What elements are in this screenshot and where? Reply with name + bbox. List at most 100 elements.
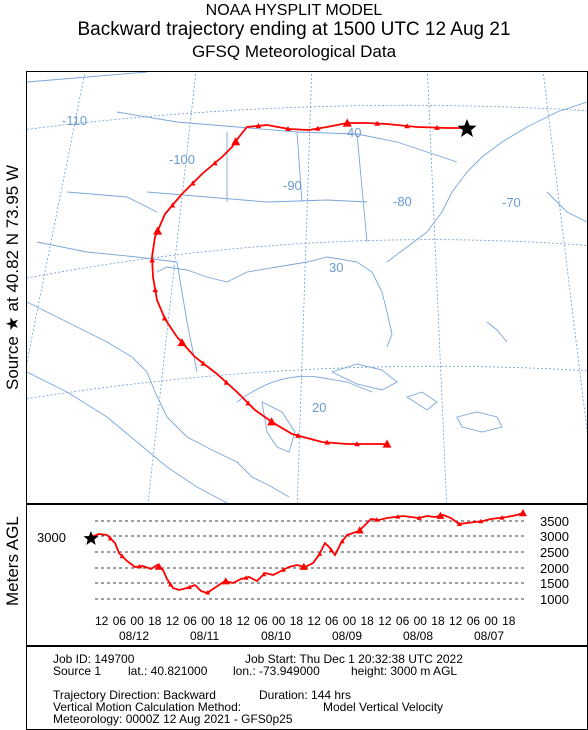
vertical-method: Vertical Motion Calculation Method: (53, 700, 242, 714)
hour-tick-label: 12 (237, 614, 251, 628)
job-start: Job Start: Thu Dec 1 20:32:38 UTC 2022 (245, 652, 463, 666)
height-profile-marker (339, 538, 345, 544)
hour-tick-label: 06 (254, 614, 268, 628)
y-tick-3000: 3000 (540, 529, 569, 544)
hour-tick-label: 18 (502, 614, 516, 628)
profile-star-icon (83, 531, 99, 545)
hour-tick-label: 18 (431, 614, 445, 628)
duration: Duration: 144 hrs (259, 688, 352, 702)
trajectory-marker (153, 226, 163, 235)
height-profile-marker (519, 509, 527, 517)
height-profile-marker (154, 562, 163, 570)
trajectory-marker (315, 125, 321, 131)
hour-tick-label: 18 (290, 614, 304, 628)
height-profile-marker (186, 584, 192, 590)
hour-tick-label: 12 (378, 614, 392, 628)
job-id: Job ID: 149700 (53, 652, 135, 666)
trajectory-marker (295, 432, 301, 438)
lon-label-70: -70 (502, 195, 521, 210)
trajectory-marker (285, 126, 291, 132)
hour-tick-label: 06 (113, 614, 127, 628)
hour-tick-label: 00 (414, 614, 428, 628)
height-profile-marker (436, 511, 445, 519)
title-meteorology: GFSQ Meteorological Data (191, 42, 397, 61)
y-tick-1000: 1000 (540, 592, 569, 607)
height-profile-marker (328, 547, 334, 553)
y-tick-2000: 2000 (540, 561, 569, 576)
lon-label-80: -80 (393, 194, 412, 209)
hour-tick-label: 12 (166, 614, 180, 628)
trajectory-marker (382, 439, 392, 448)
hour-tick-label: 18 (361, 614, 375, 628)
trajectory-markers (149, 118, 472, 448)
date-tick-label: 08/07 (474, 629, 504, 643)
hour-tick-labels: 12 06 00 18 12 06 00 18 12 06 00 18 12 06 00 18 12 06 00 18… (95, 614, 516, 628)
height-profile-marker (119, 553, 125, 559)
y-tick-3500: 3500 (540, 514, 569, 529)
trajectory-marker (354, 441, 360, 447)
height-profile-marker (243, 575, 249, 580)
trajectory-marker (152, 287, 159, 293)
date-tick-label: 08/12 (119, 629, 149, 643)
height-profile-marker (280, 567, 286, 572)
date-tick-label: 08/11 (190, 629, 219, 643)
trajectory-map: -110 -100 -90 -80 -70 40 30 20 (27, 72, 587, 503)
trajectory-direction: Trajectory Direction: Backward (53, 688, 216, 702)
source-lat: lat.: 40.821000 (128, 664, 208, 678)
height-profile-marker (261, 571, 267, 577)
trajectory-marker (255, 123, 262, 129)
map-panel: -110 -100 -90 -80 -70 40 30 20 (26, 71, 588, 504)
star-icon (457, 119, 477, 137)
date-tick-label: 08/09 (332, 629, 362, 643)
height-profile-panel: 3500 3000 2500 2000 1500 1000 3000 12 06 0… (26, 504, 588, 646)
height-profile-marker (478, 518, 484, 524)
lat-label-30: 30 (329, 260, 343, 275)
height-profile-marker (317, 551, 323, 556)
trajectory-marker (434, 124, 440, 130)
height-profile-chart: 3500 3000 2500 2000 1500 1000 3000 12 06 0… (37, 509, 569, 643)
lon-label-100: -100 (169, 152, 195, 167)
start-height-label: 3000 (37, 530, 66, 545)
height-profile-marker (499, 515, 505, 520)
hour-tick-label: 00 (201, 614, 215, 628)
hour-tick-label: 06 (325, 614, 339, 628)
height-profile-marker (168, 581, 174, 587)
date-tick-labels: 08/12 08/11 08/10 08/09 08/08 08/07 (119, 629, 504, 643)
height-gridlines (95, 520, 525, 600)
height-profile-marker (205, 590, 211, 595)
hour-tick-label: 06 (184, 614, 198, 628)
coastlines (27, 72, 587, 503)
y-tick-2500: 2500 (540, 545, 569, 560)
hour-tick-label: 00 (130, 614, 144, 628)
lat-label-40: 40 (347, 125, 361, 140)
hour-tick-label: 12 (95, 614, 109, 628)
height-profile-marker (395, 514, 401, 519)
hour-tick-label: 12 (307, 614, 321, 628)
height-profile-marker (355, 526, 364, 534)
trajectory-marker (200, 360, 207, 366)
height-profile-marker (299, 562, 308, 570)
date-tick-label: 08/08 (403, 629, 433, 643)
meters-agl-label: Meters AGL (3, 516, 22, 606)
longitude-gridlines (27, 72, 587, 503)
trajectory-marker (267, 417, 277, 426)
height-profile-marker (137, 563, 143, 569)
trajectory-marker (223, 379, 230, 385)
trajectory-marker (149, 257, 155, 263)
trajectory-marker (177, 338, 187, 347)
hour-tick-label: 06 (467, 614, 481, 628)
height-profile-marker (456, 521, 462, 526)
trajectory-marker (324, 439, 330, 445)
hour-tick-label: 00 (484, 614, 498, 628)
trajectory-marker (245, 400, 251, 406)
date-tick-label: 08/10 (261, 629, 291, 643)
height-profile-marker (416, 515, 422, 520)
meteorology: Meteorology: 0000Z 12 Aug 2021 - GFS0p25 (53, 712, 293, 726)
source-height: height: 3000 m AGL (351, 664, 458, 678)
height-profile-marker (374, 517, 380, 522)
height-profile-marker (108, 536, 114, 541)
trajectory-marker (231, 137, 241, 146)
y-tick-1500: 1500 (540, 576, 569, 591)
hour-tick-label: 12 (449, 614, 463, 628)
latitude-gridlines (27, 104, 587, 400)
